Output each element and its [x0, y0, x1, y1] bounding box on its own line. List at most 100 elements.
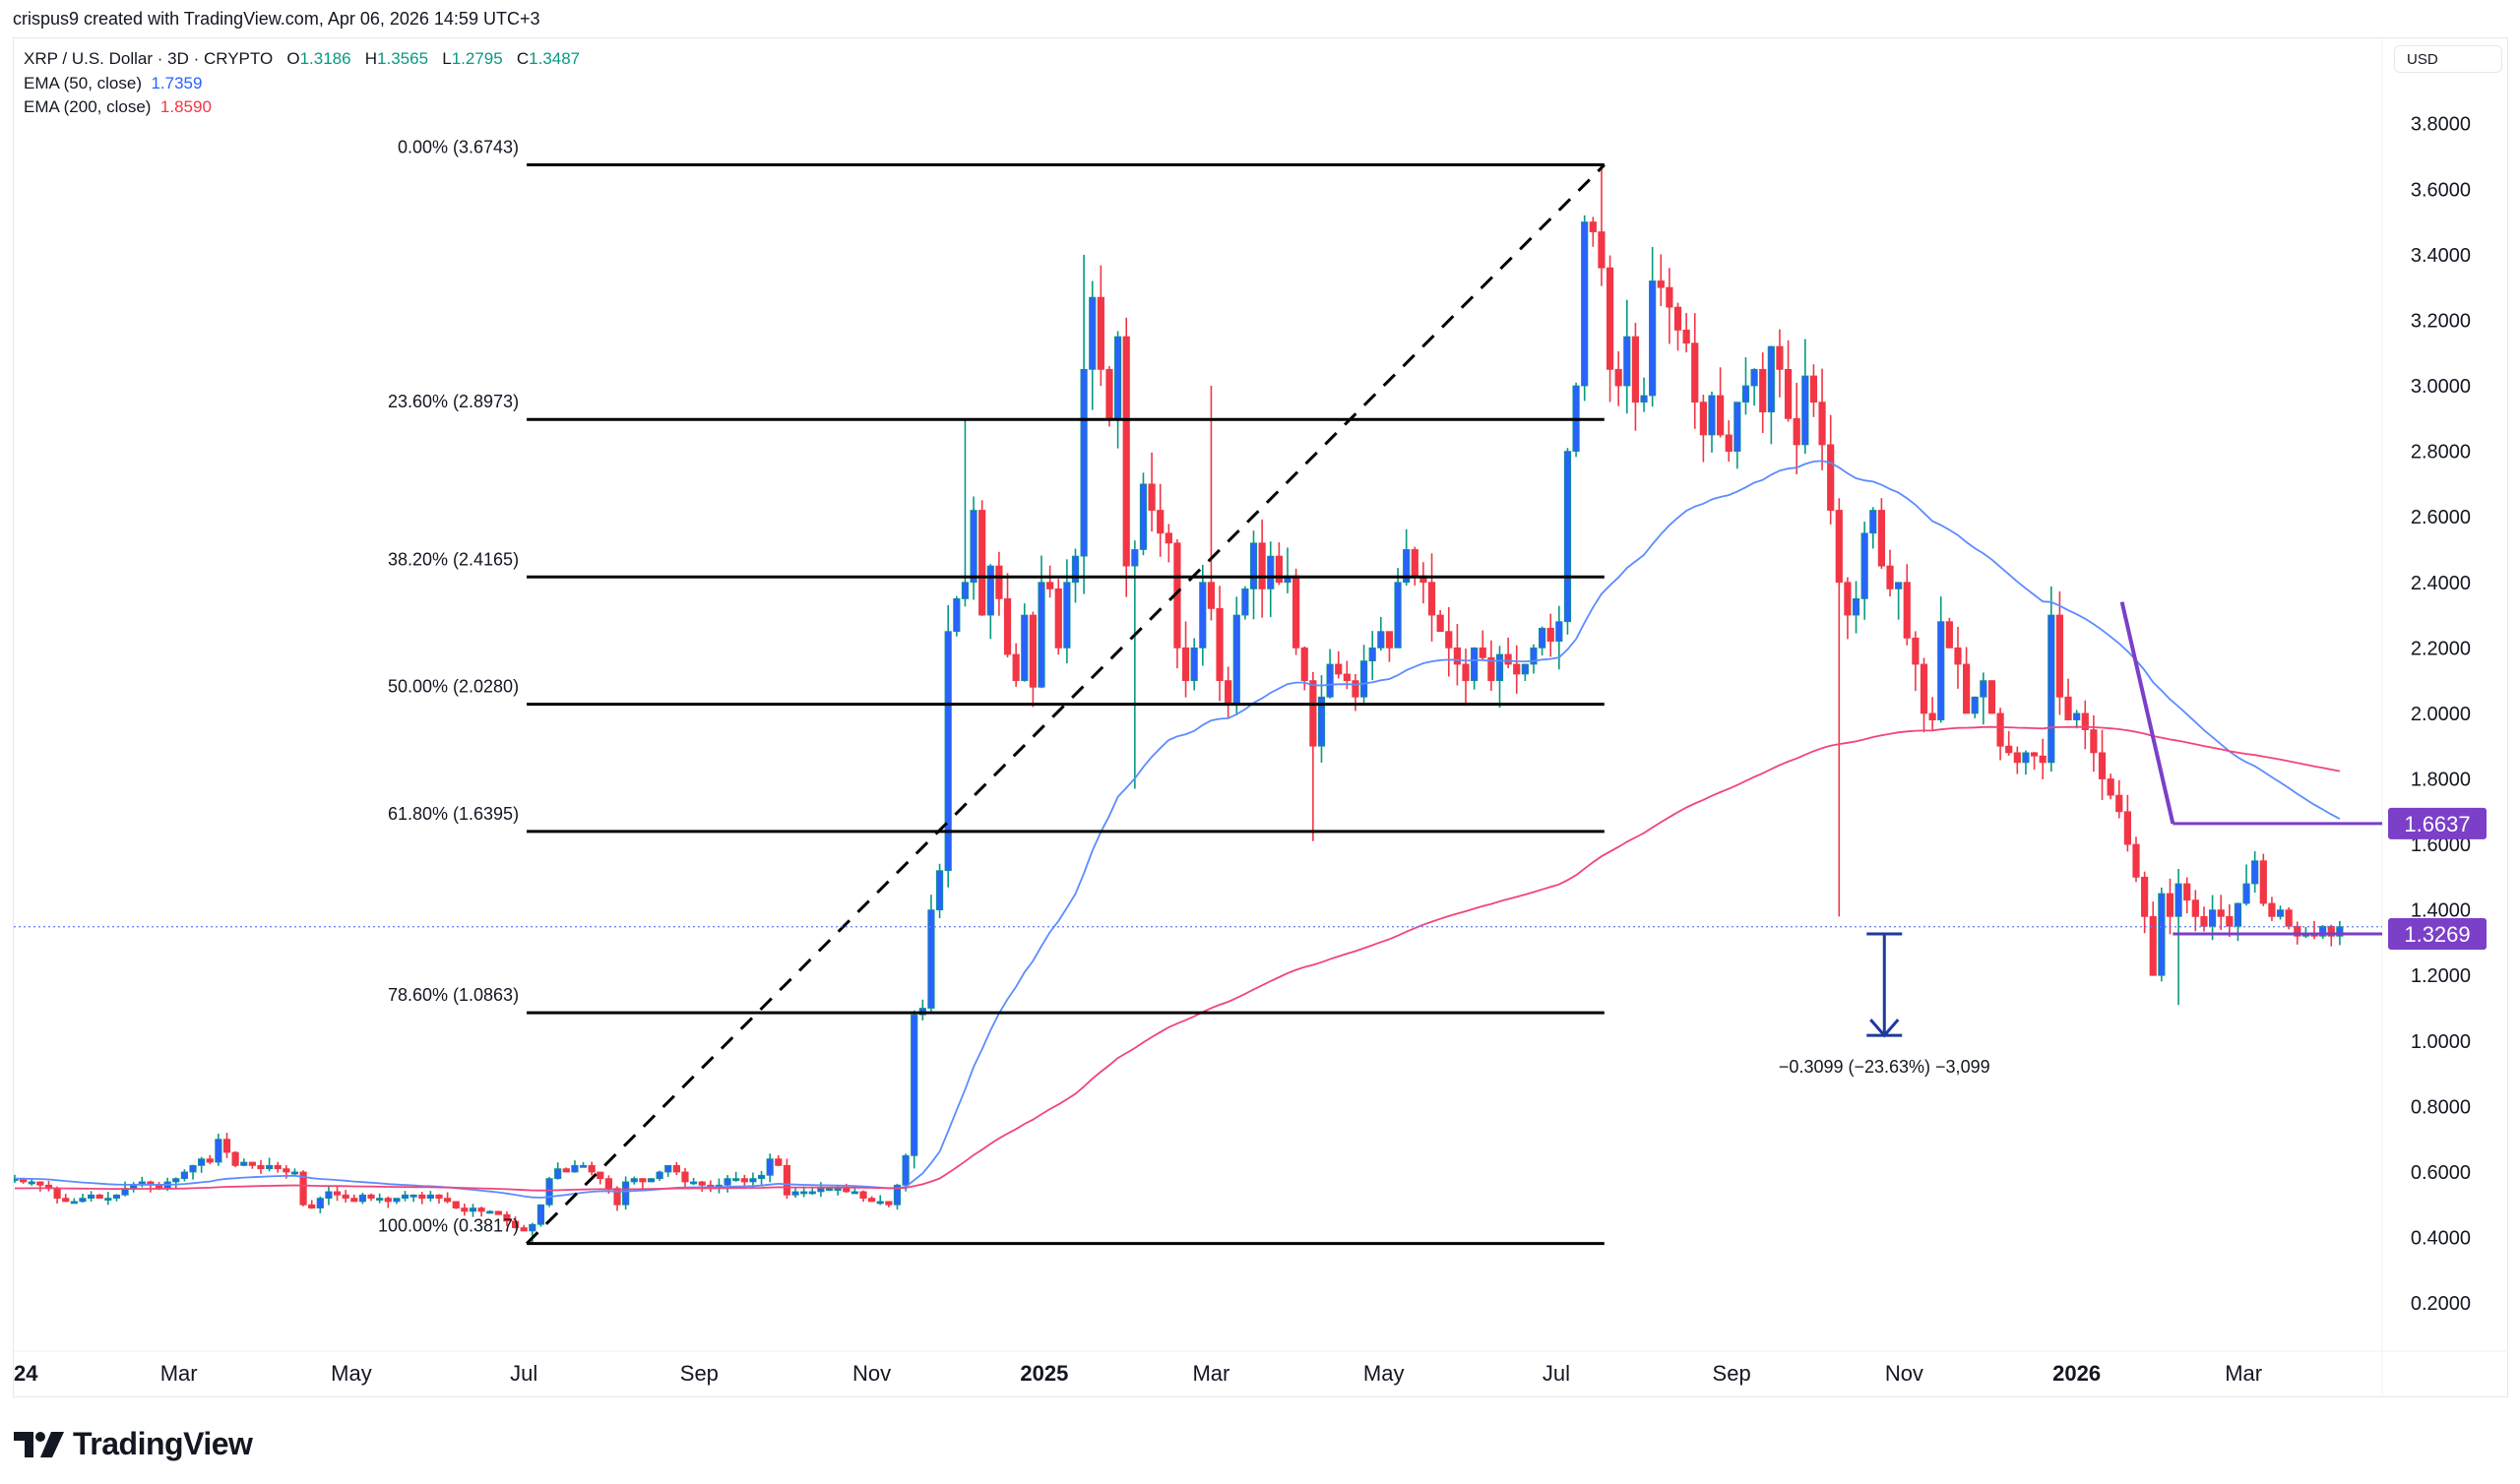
- candle-up[interactable]: [2242, 864, 2250, 906]
- candle-up[interactable]: [715, 1178, 724, 1194]
- candle-up[interactable]: [2174, 869, 2182, 1006]
- candle-down[interactable]: [2090, 714, 2098, 773]
- candle-down[interactable]: [1122, 317, 1130, 597]
- plot-area[interactable]: [12, 164, 2344, 1244]
- candle-down[interactable]: [257, 1159, 265, 1174]
- candle-down[interactable]: [1606, 255, 1614, 402]
- candle-up[interactable]: [215, 1134, 222, 1166]
- candle-down[interactable]: [1046, 565, 1054, 598]
- candle-up[interactable]: [1241, 586, 1249, 620]
- candle-up[interactable]: [961, 418, 970, 607]
- candle-down[interactable]: [62, 1194, 70, 1203]
- candle-up[interactable]: [180, 1169, 188, 1182]
- candle-up[interactable]: [1199, 564, 1207, 666]
- candle-up[interactable]: [1623, 299, 1631, 414]
- candle-down[interactable]: [44, 1180, 53, 1192]
- candle-down[interactable]: [1631, 323, 1640, 431]
- candle-down[interactable]: [1275, 542, 1283, 586]
- candle-up[interactable]: [1581, 215, 1589, 402]
- candle-down[interactable]: [672, 1161, 680, 1175]
- candle-down[interactable]: [1903, 564, 1911, 646]
- candle-up[interactable]: [817, 1182, 825, 1198]
- candle-down[interactable]: [2191, 890, 2199, 932]
- candle-up[interactable]: [1521, 663, 1529, 681]
- candle-down[interactable]: [435, 1194, 443, 1205]
- candle-down[interactable]: [1589, 216, 1597, 247]
- candle-up[interactable]: [554, 1162, 562, 1180]
- candle-down[interactable]: [2226, 903, 2234, 938]
- candle-up[interactable]: [825, 1188, 834, 1192]
- candle-up[interactable]: [189, 1164, 197, 1180]
- candle-down[interactable]: [248, 1161, 256, 1169]
- candle-up[interactable]: [1741, 357, 1750, 415]
- candle-down[interactable]: [274, 1161, 282, 1173]
- candle-down[interactable]: [1673, 302, 1682, 351]
- candle-up[interactable]: [1869, 507, 1877, 549]
- candle-down[interactable]: [444, 1192, 452, 1204]
- candle-down[interactable]: [1682, 312, 1690, 353]
- candle-down[interactable]: [1292, 568, 1300, 655]
- candle-down[interactable]: [1479, 630, 1486, 660]
- candle-up[interactable]: [630, 1176, 638, 1185]
- candle-up[interactable]: [1021, 603, 1029, 682]
- candle-up[interactable]: [1852, 581, 1860, 634]
- tradingview-logo[interactable]: TradingView: [14, 1426, 253, 1462]
- candle-down[interactable]: [1216, 586, 1224, 702]
- candle-down[interactable]: [95, 1194, 103, 1200]
- candle-up[interactable]: [376, 1193, 384, 1204]
- candle-down[interactable]: [2081, 700, 2089, 750]
- candle-down[interactable]: [367, 1193, 375, 1202]
- candle-down[interactable]: [2005, 730, 2013, 756]
- candle-down[interactable]: [1436, 610, 1444, 633]
- candle-up[interactable]: [316, 1196, 324, 1213]
- candle-down[interactable]: [2166, 878, 2174, 935]
- candle-down[interactable]: [1419, 562, 1427, 604]
- candle-up[interactable]: [112, 1194, 121, 1202]
- candle-down[interactable]: [2107, 773, 2114, 800]
- candle-up[interactable]: [2048, 586, 2055, 773]
- candle-down[interactable]: [1411, 546, 1418, 586]
- candle-up[interactable]: [1080, 254, 1088, 594]
- candle-up[interactable]: [198, 1156, 206, 1173]
- candle-down[interactable]: [1097, 265, 1104, 387]
- candle-down[interactable]: [2115, 779, 2123, 819]
- candle-down[interactable]: [885, 1201, 893, 1207]
- candle-down[interactable]: [707, 1180, 715, 1193]
- candle-down[interactable]: [1003, 573, 1012, 658]
- candle-up[interactable]: [1649, 246, 1657, 407]
- candle-up[interactable]: [70, 1198, 78, 1205]
- candle-down[interactable]: [333, 1185, 342, 1202]
- candle-down[interactable]: [1759, 352, 1767, 434]
- candle-down[interactable]: [2268, 897, 2276, 921]
- candle-down[interactable]: [503, 1211, 511, 1226]
- candle-up[interactable]: [1495, 646, 1504, 709]
- candle-up[interactable]: [2276, 905, 2285, 920]
- candle-up[interactable]: [571, 1160, 579, 1173]
- candle-up[interactable]: [1733, 402, 1741, 469]
- candle-down[interactable]: [206, 1154, 214, 1164]
- candle-down[interactable]: [1818, 368, 1826, 470]
- candle-up[interactable]: [902, 1153, 910, 1192]
- candle-down[interactable]: [613, 1186, 621, 1211]
- candle-down[interactable]: [1928, 697, 1936, 731]
- candle-down[interactable]: [1054, 579, 1062, 655]
- candle-down[interactable]: [1699, 395, 1707, 463]
- candle-down[interactable]: [2259, 853, 2267, 906]
- candle-up[interactable]: [1190, 638, 1198, 691]
- candle-down[interactable]: [1487, 640, 1495, 691]
- candle-up[interactable]: [1530, 644, 1538, 674]
- candle-up[interactable]: [927, 895, 935, 1012]
- candle-down[interactable]: [1835, 498, 1843, 917]
- candle-up[interactable]: [1249, 530, 1258, 620]
- candle-down[interactable]: [2327, 924, 2335, 947]
- candle-down[interactable]: [520, 1224, 528, 1232]
- candle-down[interactable]: [1598, 164, 1606, 286]
- ema200-line[interactable]: [15, 725, 2341, 1192]
- candle-up[interactable]: [1555, 605, 1563, 670]
- candle-down[interactable]: [1691, 313, 1699, 429]
- candle-down[interactable]: [1207, 386, 1216, 621]
- candle-down[interactable]: [231, 1150, 239, 1168]
- candle-down[interactable]: [1793, 383, 1800, 474]
- candle-down[interactable]: [1920, 657, 1928, 733]
- ema50-line[interactable]: [14, 460, 2341, 1199]
